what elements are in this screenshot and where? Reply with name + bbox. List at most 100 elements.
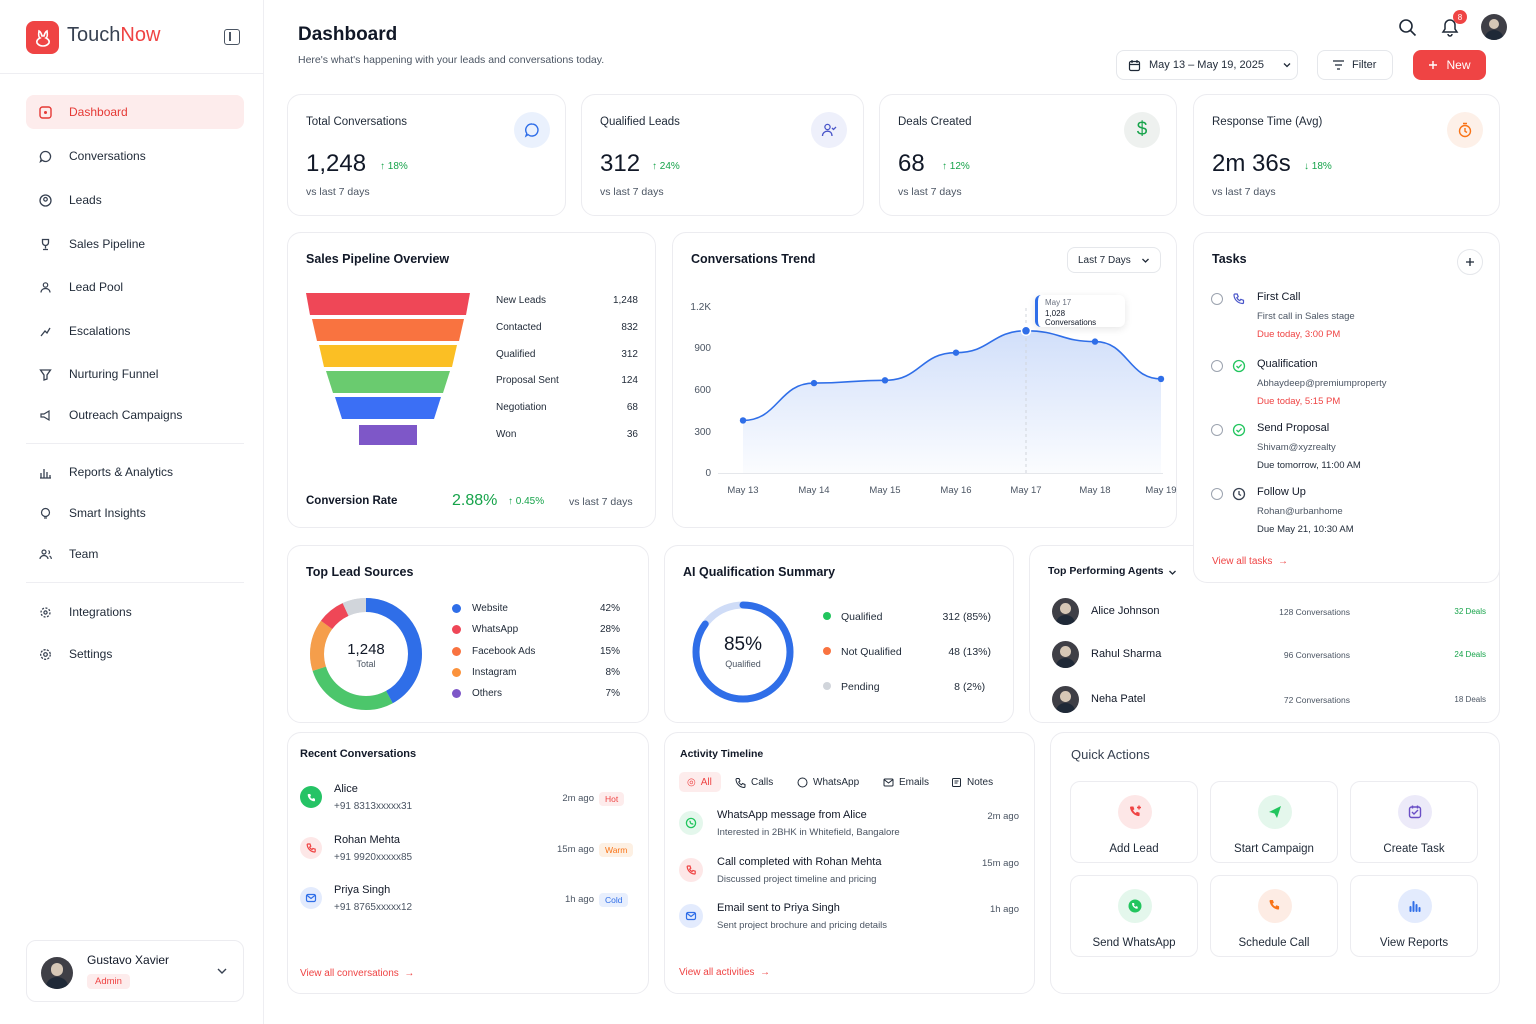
view-all-tasks-link[interactable]: View all tasks →: [1212, 556, 1288, 567]
activity-title[interactable]: Call completed with Rohan Mehta: [717, 856, 882, 868]
trend-chart: 1.2K 900 600 300 0 May 13 May 14 May 15 May 16 Ma…: [690, 302, 1176, 496]
agent-deals: 24 Deals: [1454, 650, 1486, 659]
agent-name[interactable]: Rahul Sharma: [1091, 648, 1162, 660]
stat-value: 68: [898, 150, 925, 177]
stat-card-response-time: Response Time (Avg) 2m 36s ↓ 18% vs last…: [1193, 94, 1500, 216]
pipeline-stage-value: 312: [621, 348, 638, 360]
agent-name[interactable]: Neha Patel: [1091, 693, 1146, 705]
bell-icon[interactable]: [1441, 18, 1459, 40]
task-title[interactable]: Send Proposal: [1257, 422, 1330, 434]
quick-action-label: Start Campaign: [1234, 843, 1314, 855]
sidebar-collapse-icon[interactable]: [224, 29, 240, 45]
pipeline-stage-label: New Leads: [496, 295, 547, 306]
task-checkbox[interactable]: [1211, 360, 1223, 372]
task-checkbox[interactable]: [1211, 488, 1223, 500]
donut-slice[interactable]: [310, 598, 422, 710]
sidebar-item-dashboard[interactable]: Dashboard: [26, 95, 244, 129]
conversation-name[interactable]: Alice: [334, 783, 358, 795]
quick-action-view-reports[interactable]: View Reports: [1350, 875, 1478, 957]
trend-point[interactable]: [1020, 325, 1032, 337]
trend-point[interactable]: [1157, 375, 1165, 383]
sidebar-item-team[interactable]: Team: [26, 537, 244, 571]
agent-name[interactable]: Alice Johnson: [1091, 605, 1160, 617]
conversation-name[interactable]: Rohan Mehta: [334, 834, 401, 846]
y-tick-label: 300: [694, 427, 711, 438]
trend-range-select[interactable]: Last 7 Days: [1067, 247, 1161, 273]
chevron-down-icon: [1282, 60, 1292, 70]
legend-share: (13%): [963, 646, 992, 658]
quick-action-add-lead[interactable]: Add Lead: [1070, 781, 1198, 863]
card-title: Top Performing Agents: [1048, 565, 1164, 577]
quick-action-schedule-call[interactable]: Schedule Call: [1210, 875, 1338, 957]
stat-sub: vs last 7 days: [898, 186, 962, 198]
date-range-picker[interactable]: May 13 – May 19, 2025: [1116, 50, 1298, 80]
plus-icon: [1466, 258, 1474, 266]
legend-label: Website: [472, 603, 508, 614]
new-button[interactable]: New: [1413, 50, 1486, 80]
activity-title[interactable]: WhatsApp message from Alice: [717, 809, 867, 821]
filter-emails[interactable]: Emails: [883, 772, 929, 792]
quick-action-label: Schedule Call: [1238, 937, 1310, 949]
user-check-icon: [811, 112, 847, 148]
activity-title[interactable]: Email sent to Priya Singh: [717, 902, 840, 914]
filter-whatsapp[interactable]: WhatsApp: [797, 772, 859, 792]
y-tick-label: 900: [694, 343, 711, 354]
view-all-activities-link[interactable]: View all activities →: [679, 967, 770, 978]
task-checkbox[interactable]: [1211, 293, 1223, 305]
chart-tooltip: May 17 1,028 Conversations: [1035, 295, 1125, 327]
sidebar-item-settings[interactable]: Settings: [26, 637, 244, 671]
sidebar-item-sales-pipeline[interactable]: Sales Pipeline: [26, 227, 244, 261]
quick-action-send-whatsapp[interactable]: Send WhatsApp: [1070, 875, 1198, 957]
filter-button[interactable]: Filter: [1317, 50, 1393, 80]
stat-delta: ↑ 24%: [652, 161, 680, 172]
chevron-down-icon[interactable]: [1168, 566, 1177, 580]
legend-dot: [823, 647, 831, 655]
integrations-icon: [38, 605, 52, 619]
sidebar-item-smart-insights[interactable]: Smart Insights: [26, 496, 244, 530]
sidebar-item-outreach-campaigns[interactable]: Outreach Campaigns: [26, 398, 244, 432]
trend-point[interactable]: [810, 379, 818, 387]
view-all-conversations-link[interactable]: View all conversations →: [300, 968, 415, 979]
sidebar-item-nurturing-funnel[interactable]: Nurturing Funnel: [26, 357, 244, 391]
trend-point[interactable]: [952, 349, 960, 356]
header-avatar[interactable]: [1481, 14, 1507, 40]
ai-qualification-card: AI Qualification Summary 85% Qualified Q…: [664, 545, 1014, 723]
quick-action-start-campaign[interactable]: Start Campaign: [1210, 781, 1338, 863]
trend-point[interactable]: [1091, 338, 1099, 345]
stat-value: 312: [600, 150, 641, 177]
sidebar-item-label: Escalations: [69, 324, 131, 338]
donut-slice[interactable]: [310, 598, 422, 710]
task-checkbox[interactable]: [1211, 424, 1223, 436]
sidebar-item-leads[interactable]: Leads: [26, 183, 244, 217]
search-icon[interactable]: [1398, 18, 1417, 40]
task-title[interactable]: First Call: [1257, 291, 1301, 303]
sidebar-item-integrations[interactable]: Integrations: [26, 595, 244, 629]
trend-point[interactable]: [881, 377, 889, 384]
user-profile-card[interactable]: Gustavo Xavier Admin: [26, 940, 244, 1002]
quick-action-label: Add Lead: [1109, 843, 1159, 855]
sidebar-item-reports[interactable]: Reports & Analytics: [26, 455, 244, 489]
user-role-badge: Admin: [87, 974, 130, 989]
sidebar-item-escalations[interactable]: Escalations: [26, 314, 244, 348]
sidebar-item-conversations[interactable]: Conversations: [26, 139, 244, 173]
add-task-button[interactable]: [1457, 249, 1483, 275]
chevron-down-icon[interactable]: [216, 965, 228, 980]
gear-icon: [38, 647, 52, 661]
donut-slice[interactable]: [310, 598, 422, 710]
escalation-icon: [38, 324, 52, 338]
filter-notes[interactable]: Notes: [951, 772, 993, 792]
sidebar-item-label: Team: [69, 547, 99, 561]
pipeline-stage-label: Negotiation: [496, 402, 547, 414]
pipeline-funnel: [306, 293, 470, 445]
conversation-name[interactable]: Priya Singh: [334, 884, 391, 896]
filter-all[interactable]: ◎ All: [679, 772, 721, 792]
filter-calls[interactable]: Calls: [735, 772, 773, 792]
qualified-percent: 85%: [723, 634, 763, 655]
task-title[interactable]: Follow Up: [1257, 486, 1306, 498]
send-icon: [1258, 795, 1292, 829]
task-title[interactable]: Qualification: [1257, 358, 1318, 370]
legend-value: 42%: [599, 603, 620, 614]
sidebar-item-lead-pool[interactable]: Lead Pool: [26, 270, 244, 304]
quick-action-create-task[interactable]: Create Task: [1350, 781, 1478, 863]
trend-point[interactable]: [739, 417, 747, 424]
